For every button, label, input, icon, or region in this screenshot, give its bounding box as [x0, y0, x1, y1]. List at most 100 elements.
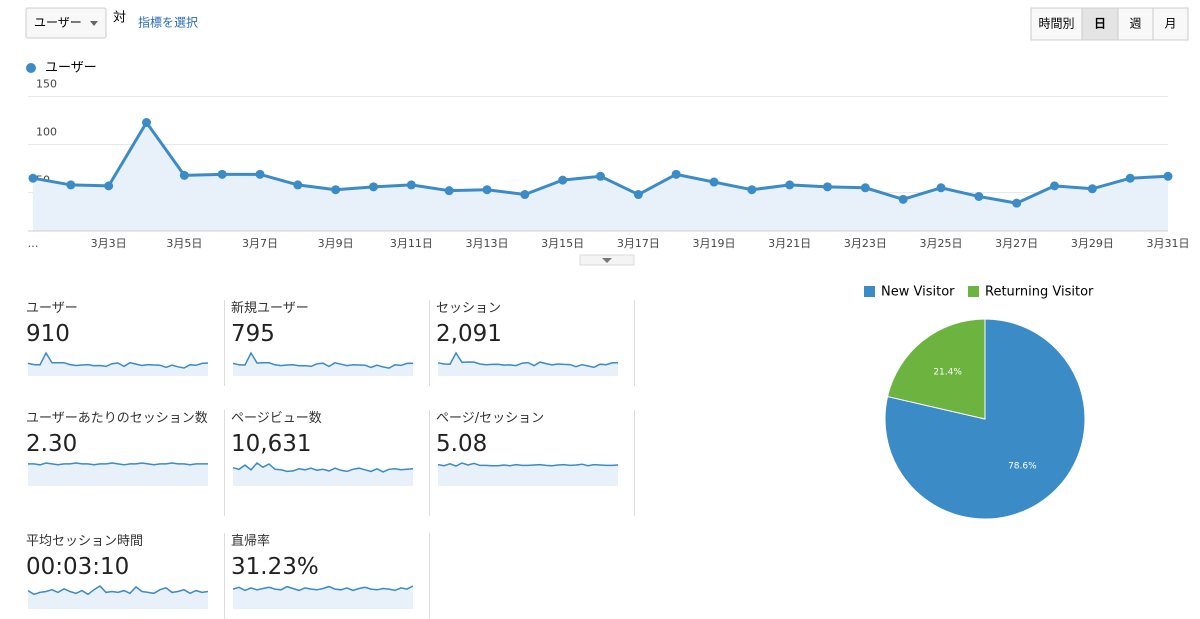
x-tick-label: 3月23日 [844, 237, 887, 250]
point [1087, 184, 1097, 194]
sparkline-area [28, 353, 208, 376]
x-tick-label: 3月11日 [390, 237, 433, 250]
x-tick-label: 3月13日 [466, 237, 509, 250]
sparkline [232, 462, 414, 473]
x-tick-label: 3月5日 [166, 237, 202, 250]
metric-card: ページ/セッション 5.08 [432, 410, 635, 516]
metric-value: 2,091 [436, 321, 502, 347]
x-tick-label: 3月27日 [995, 237, 1038, 250]
sparkline-chart [27, 585, 209, 609]
sparkline-chart [232, 351, 414, 376]
sparkline-chart [232, 462, 414, 486]
legend-swatch [864, 286, 875, 297]
metric-label: 平均セッション時間 [26, 534, 144, 549]
point [179, 170, 189, 180]
point [823, 182, 832, 192]
granularity-button-label: 月 [1164, 17, 1176, 31]
point [406, 180, 416, 190]
x-tick-label: 3月15日 [541, 237, 584, 250]
sparkline [232, 351, 414, 369]
legend-label: ユーザー [45, 61, 97, 76]
metric-card: 直帰率 31.23% [227, 533, 430, 619]
point [1163, 171, 1173, 181]
x-tick-label: 3月21日 [768, 237, 811, 250]
granularity-button[interactable] [1081, 7, 1119, 41]
point [860, 183, 870, 193]
metric-value: 5.08 [436, 431, 488, 457]
sparkline [27, 585, 209, 596]
sparkline-chart [28, 462, 208, 486]
point [331, 185, 341, 195]
point [1050, 181, 1059, 191]
point [898, 194, 908, 204]
metric-label: 新規ユーザー [231, 301, 309, 316]
x-tick-label: 3月25日 [920, 237, 963, 250]
legend-dot [26, 63, 36, 73]
toggle-arrow [602, 258, 612, 263]
metric-dropdown-label: ユーザー [34, 16, 82, 30]
metric-value: 2.30 [26, 431, 78, 457]
point [369, 182, 378, 192]
point [444, 186, 454, 196]
granularity-button-label: 時間別 [1038, 17, 1074, 31]
metric-label: ページビュー数 [231, 411, 322, 426]
x-tick-label: 3月9日 [318, 237, 354, 250]
sparkline-area [28, 586, 208, 609]
granularity-buttons: 時間別 日 週 月 [1030, 7, 1189, 41]
point [936, 183, 946, 193]
metric-card: ページビュー数 10,631 [227, 410, 430, 516]
sparkline [27, 351, 209, 369]
sparkline-chart [437, 462, 619, 486]
sparkline-area [233, 586, 413, 609]
point [293, 180, 303, 190]
slice-label: 21.4% [933, 368, 962, 378]
metric-value: 00:03:10 [26, 554, 130, 580]
point [520, 190, 530, 200]
point [28, 173, 38, 183]
metric-label: ユーザーあたりのセッション数 [26, 411, 208, 426]
sparkline-area [438, 463, 618, 486]
point [709, 177, 719, 187]
metric-value: 10,631 [231, 431, 312, 457]
pie-slice [886, 318, 986, 420]
sparkline-chart [437, 351, 619, 376]
sparkline-area [233, 463, 413, 486]
metric-card: 新規ユーザー 795 [227, 300, 430, 386]
sparkline [232, 585, 414, 592]
point [217, 169, 227, 179]
x-tick-label: 3月19日 [693, 237, 736, 250]
sparkline [437, 351, 619, 369]
point [785, 180, 795, 190]
sparkline-area [438, 353, 618, 376]
legend-label: Returning Visitor [985, 285, 1094, 300]
line-chart: 50100150…3月3日3月5日3月7日3月9日3月11日3月13日3月15日… [28, 78, 1190, 250]
sparkline-chart [232, 585, 414, 609]
slice-label: 78.6% [1008, 461, 1037, 471]
x-tick-label: 3月7日 [242, 237, 278, 250]
metric-label: セッション [436, 301, 502, 316]
legend-swatch [968, 286, 979, 297]
metric-card: ユーザー 910 [22, 300, 225, 386]
select-metric-link[interactable]: 指標を選択 [138, 15, 198, 30]
granularity-button[interactable] [1152, 7, 1189, 41]
sparkline-area [28, 463, 208, 486]
point [142, 118, 151, 128]
metric-value: 910 [26, 321, 70, 347]
point [66, 180, 76, 190]
dropdown-arrow [90, 21, 98, 26]
point [1125, 173, 1135, 183]
versus-label: 対 [113, 11, 126, 26]
sparkline-chart [27, 351, 209, 376]
x-tick-label: 3月29日 [1071, 237, 1114, 250]
x-tick-label: 3月31日 [1147, 237, 1190, 250]
metric-label: 直帰率 [231, 534, 271, 549]
point [104, 181, 114, 191]
metric-label: ユーザー [26, 301, 78, 316]
metric-card: ユーザーあたりのセッション数 2.30 [22, 410, 225, 516]
metric-dropdown[interactable] [25, 7, 107, 39]
granularity-button-label: 日 [1094, 17, 1106, 31]
x-tick-label: … [28, 237, 39, 250]
metric-value: 795 [231, 321, 275, 347]
